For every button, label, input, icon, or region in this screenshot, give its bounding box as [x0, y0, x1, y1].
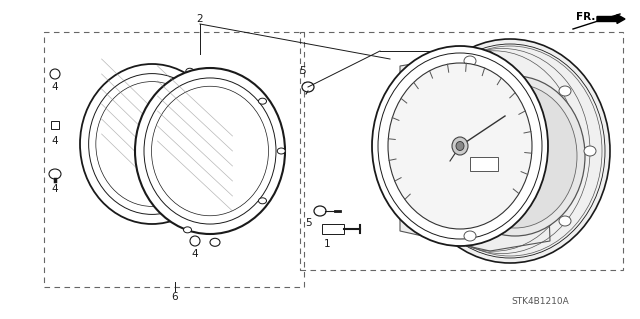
Ellipse shape [88, 74, 215, 214]
Ellipse shape [80, 64, 224, 224]
Ellipse shape [410, 39, 610, 263]
FancyBboxPatch shape [470, 157, 498, 171]
Ellipse shape [50, 69, 60, 79]
Ellipse shape [210, 238, 220, 246]
Text: 4: 4 [192, 249, 198, 259]
Bar [300, 32, 623, 270]
Text: 4: 4 [52, 184, 58, 194]
Ellipse shape [186, 68, 194, 74]
Ellipse shape [190, 236, 200, 246]
Ellipse shape [559, 86, 571, 96]
Ellipse shape [96, 82, 208, 206]
Ellipse shape [302, 82, 314, 92]
Ellipse shape [152, 86, 269, 216]
Ellipse shape [259, 198, 266, 204]
Ellipse shape [49, 169, 61, 179]
Ellipse shape [388, 63, 532, 229]
Ellipse shape [184, 227, 191, 233]
Ellipse shape [445, 76, 585, 236]
Ellipse shape [464, 231, 476, 241]
Text: 4: 4 [52, 136, 58, 146]
FancyArrow shape [597, 14, 625, 24]
Ellipse shape [135, 68, 285, 234]
FancyBboxPatch shape [322, 224, 344, 234]
Ellipse shape [372, 46, 548, 246]
Ellipse shape [314, 206, 326, 216]
Ellipse shape [259, 98, 266, 104]
Text: 4: 4 [52, 82, 58, 92]
Ellipse shape [464, 56, 476, 66]
Ellipse shape [456, 142, 464, 151]
Text: STK4B1210A: STK4B1210A [511, 296, 569, 306]
Ellipse shape [452, 137, 468, 155]
Ellipse shape [186, 214, 194, 220]
Text: 5: 5 [300, 66, 307, 76]
Ellipse shape [453, 84, 577, 228]
Ellipse shape [277, 148, 285, 154]
Text: 5: 5 [305, 218, 311, 228]
Text: FR.: FR. [575, 12, 595, 22]
Polygon shape [400, 51, 550, 251]
Text: 6: 6 [172, 292, 179, 302]
Ellipse shape [584, 146, 596, 156]
Text: 2: 2 [196, 14, 204, 24]
FancyBboxPatch shape [51, 121, 59, 129]
Text: 1: 1 [324, 239, 330, 249]
Ellipse shape [559, 216, 571, 226]
Bar [44, 32, 304, 287]
Ellipse shape [144, 78, 276, 224]
Ellipse shape [378, 53, 542, 239]
